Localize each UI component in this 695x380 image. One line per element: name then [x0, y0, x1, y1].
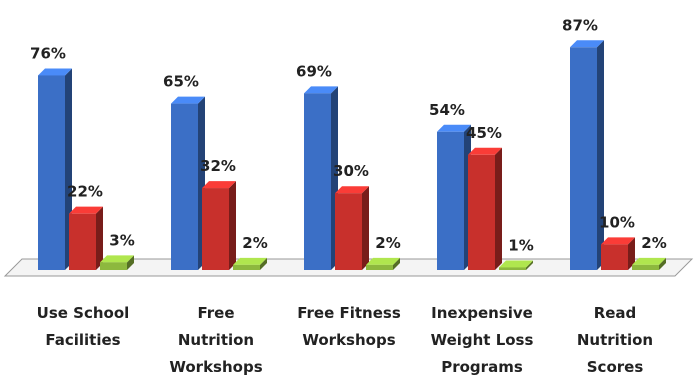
bar-top [233, 257, 267, 265]
data-label: 76% [30, 44, 66, 62]
bar [304, 93, 331, 270]
data-label: 1% [508, 236, 533, 254]
data-label: 22% [67, 183, 103, 201]
bar [233, 264, 260, 270]
x-tick-label: Free Fitness Workshops [297, 304, 401, 349]
bar [499, 267, 526, 270]
data-label: 87% [562, 16, 598, 34]
x-tick-label: Read Nutrition Scores [576, 304, 654, 376]
bar-side [659, 257, 666, 270]
bar-side [96, 206, 103, 270]
data-label: 30% [333, 162, 369, 180]
data-label: 54% [429, 101, 465, 119]
bar-top [335, 186, 369, 194]
bar-side [526, 260, 533, 270]
x-tick-label: Free Nutrition Workshops [169, 304, 263, 376]
bar [437, 131, 464, 270]
bar [632, 264, 659, 270]
bar-top [171, 96, 205, 104]
bar [601, 244, 628, 270]
bar-top [304, 86, 338, 94]
bar [570, 47, 597, 270]
bar-side [362, 186, 369, 270]
bar-side [127, 255, 134, 270]
bar-side [495, 147, 502, 270]
bar [366, 264, 393, 270]
bar-side [597, 40, 604, 270]
bar-side [229, 181, 236, 270]
bar [100, 262, 127, 270]
data-label: 2% [375, 234, 400, 252]
bar-side [260, 257, 267, 270]
data-label: 2% [242, 234, 267, 252]
data-label: 45% [466, 124, 502, 142]
bar-top [69, 206, 103, 214]
bar [468, 154, 495, 270]
bar [171, 103, 198, 270]
data-label: 2% [641, 234, 666, 252]
data-label: 32% [200, 157, 236, 175]
bar [202, 188, 229, 270]
x-tick-label: Inexpensive Weight Loss Programs [430, 304, 534, 376]
bar-top [601, 237, 635, 245]
bar [38, 75, 65, 270]
bar-top [366, 257, 400, 265]
data-label: 10% [599, 213, 635, 231]
bar-top [468, 147, 502, 155]
data-label: 65% [163, 73, 199, 91]
bar-top [100, 255, 134, 263]
x-tick-label: Use School Facilities [36, 304, 130, 349]
bar-top [38, 68, 72, 76]
bar-side [628, 237, 635, 270]
bar [69, 213, 96, 270]
data-label: 3% [109, 231, 134, 249]
bar-side [393, 257, 400, 270]
bar-top [570, 40, 604, 48]
bar [335, 193, 362, 270]
bar-top [632, 257, 666, 265]
data-label: 69% [296, 62, 332, 80]
bar-top [202, 181, 236, 189]
bar-top [437, 124, 471, 132]
bar-top [499, 260, 533, 268]
